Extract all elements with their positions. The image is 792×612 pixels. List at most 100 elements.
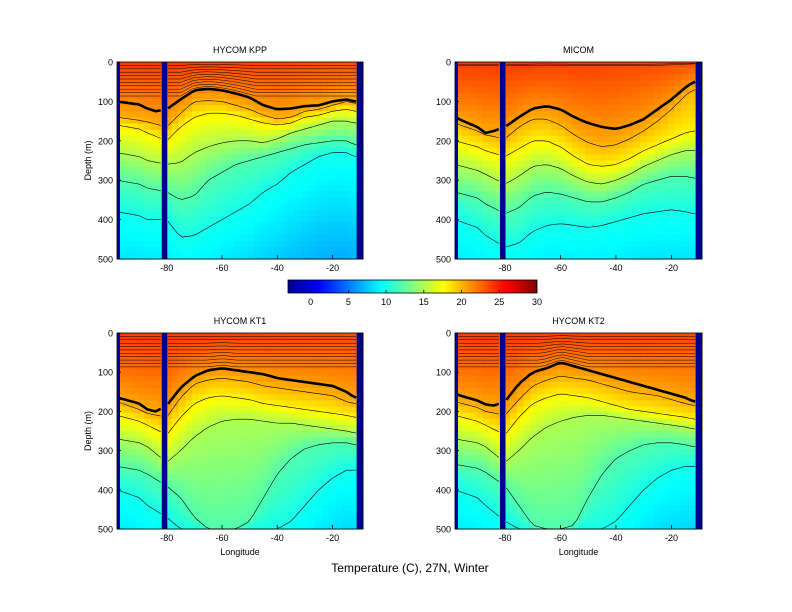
field-cell xyxy=(226,461,234,469)
field-cell xyxy=(315,252,323,260)
field-cell xyxy=(599,62,607,69)
field-cell xyxy=(178,369,186,377)
field-cell xyxy=(557,467,566,475)
field-cell xyxy=(315,406,323,414)
field-cell xyxy=(640,252,648,260)
field-cell xyxy=(482,394,490,401)
field-cell xyxy=(178,461,186,469)
field-cell xyxy=(328,105,337,112)
field-cell xyxy=(342,406,350,414)
field-cell xyxy=(496,197,504,205)
field-cell xyxy=(674,418,683,426)
field-cell xyxy=(322,351,330,359)
field-cell xyxy=(315,455,323,463)
field-cell xyxy=(647,252,655,260)
surface-contour-line xyxy=(168,71,357,76)
field-cell xyxy=(151,480,159,487)
field-cell xyxy=(516,498,525,506)
field-cell xyxy=(199,68,207,75)
field-cell xyxy=(503,375,511,383)
field-cell xyxy=(315,246,323,254)
field-cell xyxy=(571,172,580,180)
field-cell xyxy=(503,129,511,137)
field-cell xyxy=(633,406,641,414)
field-cell xyxy=(653,98,662,106)
field-cell xyxy=(117,510,125,518)
field-cell xyxy=(267,522,275,530)
field-cell xyxy=(219,486,227,493)
field-cell xyxy=(557,449,566,457)
field-cell xyxy=(219,111,227,119)
field-cell xyxy=(267,74,275,82)
field-cell xyxy=(537,455,545,463)
field-cell xyxy=(164,492,173,499)
field-cell xyxy=(301,400,309,408)
field-cell xyxy=(578,252,586,260)
field-cell xyxy=(123,522,132,530)
field-cell xyxy=(178,406,186,414)
field-cell xyxy=(489,467,497,475)
field-cell xyxy=(647,473,655,481)
field-cell xyxy=(158,375,166,383)
field-cell xyxy=(571,339,580,346)
field-cell xyxy=(164,339,173,346)
field-cell xyxy=(144,111,152,119)
field-cell xyxy=(455,191,463,199)
field-cell xyxy=(503,135,511,143)
field-cell xyxy=(226,246,234,254)
field-cell xyxy=(117,382,125,389)
field-cell xyxy=(571,369,580,377)
field-cell xyxy=(475,197,484,205)
field-cell xyxy=(605,339,614,346)
field-cell xyxy=(151,443,159,450)
field-cell xyxy=(294,461,303,469)
field-cell xyxy=(192,105,200,112)
field-cell xyxy=(294,455,303,463)
field-cell xyxy=(151,191,159,199)
field-cell xyxy=(349,191,357,199)
field-cell xyxy=(544,449,552,457)
field-cell xyxy=(130,473,139,481)
field-cell xyxy=(681,178,689,186)
field-cell xyxy=(605,345,614,352)
field-cell xyxy=(342,400,350,408)
field-cell xyxy=(267,400,275,408)
isotherm-line xyxy=(119,180,161,192)
field-cell xyxy=(489,252,497,260)
field-cell xyxy=(585,222,593,229)
field-cell xyxy=(660,129,669,137)
field-cell xyxy=(171,185,180,192)
field-cell xyxy=(475,486,484,493)
field-cell xyxy=(322,154,330,162)
field-cell xyxy=(123,467,132,475)
field-cell xyxy=(287,185,296,192)
field-cell xyxy=(233,388,241,395)
field-cell xyxy=(137,339,145,346)
field-cell xyxy=(246,498,255,506)
field-cell xyxy=(640,154,648,162)
field-cell xyxy=(212,412,221,420)
field-cell xyxy=(455,240,463,248)
field-cell xyxy=(509,492,518,499)
field-cell xyxy=(640,68,648,75)
field-cell xyxy=(509,142,518,149)
field-cell xyxy=(137,203,145,211)
field-cell xyxy=(592,240,600,248)
field-cell xyxy=(626,522,634,530)
field-cell xyxy=(585,172,593,180)
field-cell xyxy=(226,172,234,180)
field-cell xyxy=(192,203,200,211)
field-cell xyxy=(537,228,545,235)
field-cell xyxy=(253,222,262,229)
field-cell xyxy=(199,406,207,414)
field-cell xyxy=(461,68,470,75)
field-cell xyxy=(315,191,323,199)
field-cell xyxy=(516,382,525,389)
field-cell xyxy=(592,185,600,192)
field-cell xyxy=(267,382,275,389)
field-cell xyxy=(557,215,566,223)
field-cell xyxy=(301,394,309,401)
field-cell xyxy=(619,339,628,346)
field-cell xyxy=(308,129,316,137)
field-cell xyxy=(287,504,296,512)
